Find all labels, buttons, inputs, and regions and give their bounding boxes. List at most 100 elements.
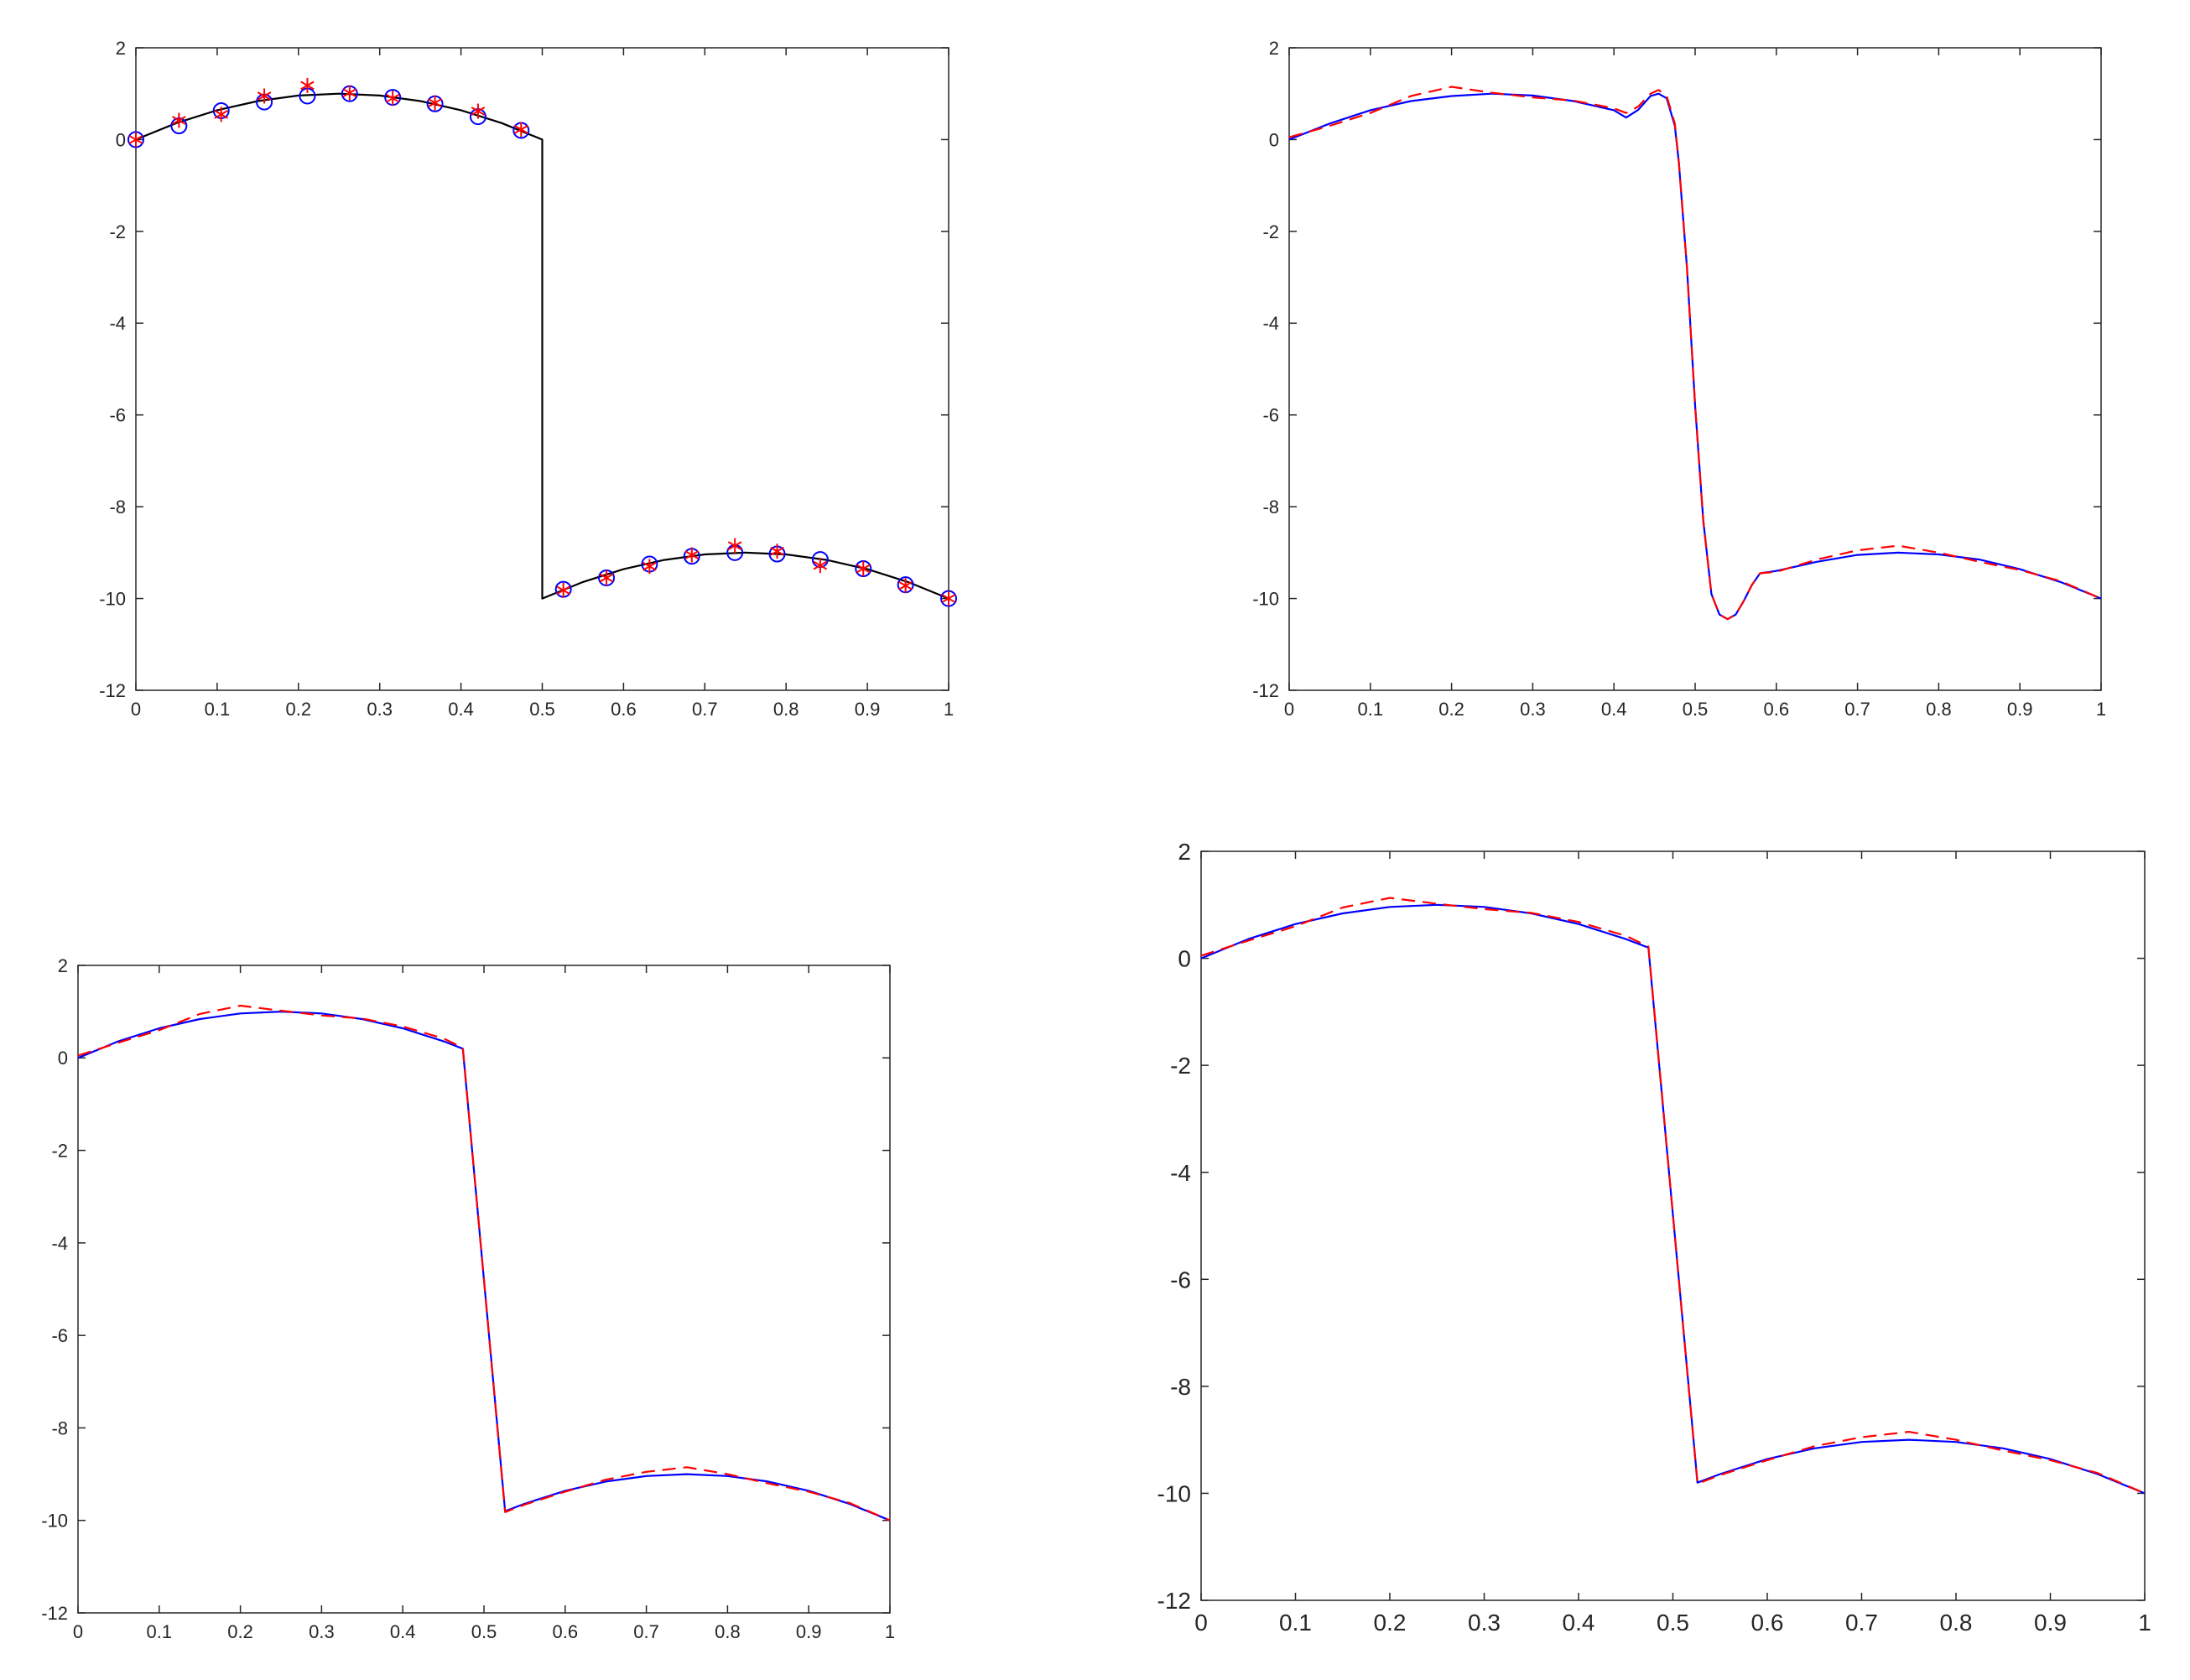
- x-tick-label: 0: [1194, 1610, 1208, 1636]
- star-stroke: [684, 550, 700, 559]
- y-tick-label: -4: [109, 313, 126, 334]
- star-stroke: [599, 573, 614, 583]
- x-tick-label: 0.1: [1358, 699, 1384, 720]
- x-tick-label: 1: [2096, 699, 2106, 720]
- series-line: [1200, 897, 2146, 1495]
- star-stroke: [128, 135, 143, 144]
- star-stroke: [428, 98, 442, 108]
- x-tick-label: 0.6: [1751, 1610, 1784, 1636]
- star-stroke: [556, 585, 570, 596]
- series-line: [135, 92, 949, 600]
- y-tick-label: 0: [1178, 946, 1191, 972]
- x-tick-label: 0.3: [367, 699, 393, 720]
- x-tick-label: 0.7: [633, 1621, 659, 1642]
- series-line: [1288, 92, 2102, 621]
- star-stroke: [727, 541, 742, 551]
- x-tick-label: 0.8: [773, 699, 799, 720]
- star-stroke: [172, 116, 186, 125]
- axes-box: [1200, 850, 2146, 1601]
- chart-top-left: 0 0.1 0.2 0.3 0.4 0.5 0.6 0.7 0.8 0.9 1 2 0 -2 -4 -6 -8 -…: [99, 38, 957, 720]
- y-tick-label: -12: [1157, 1588, 1191, 1614]
- chart-top-right: 0 0.1 0.2 0.3 0.4 0.5 0.6 0.7 0.8 0.9 1 2 0 -2 -4 -6 -8 -…: [1252, 38, 2106, 720]
- x-tick-label: 0.4: [390, 1621, 416, 1642]
- star-marker: [428, 95, 442, 111]
- star-stroke: [813, 560, 828, 570]
- y-tick-label: -2: [109, 221, 126, 242]
- x-tick-label: 0.6: [553, 1621, 579, 1642]
- axes-box: [1288, 47, 2102, 691]
- chart-panel-top-right: 0 0.1 0.2 0.3 0.4 0.5 0.6 0.7 0.8 0.9 1 2 0 -2 -4 -6 -8 -…: [1095, 0, 2190, 839]
- x-tick-label: 0.2: [227, 1621, 253, 1642]
- x-tick-label: 0.7: [692, 699, 718, 720]
- series-line: [77, 1011, 891, 1521]
- axes: 0 0.1 0.2 0.3 0.4 0.5 0.6 0.7 0.8 0.9 1 2 0 -2 -4 -6 -8 -…: [99, 38, 954, 720]
- star-stroke: [898, 580, 913, 590]
- star-marker: [342, 85, 357, 101]
- y-tick-label: -4: [1170, 1160, 1191, 1186]
- chart-panel-bottom-left: 0 0.1 0.2 0.3 0.4 0.5 0.6 0.7 0.8 0.9 1 2 0 -2 -4 -6 -8 -…: [0, 839, 1095, 1680]
- x-tick-label: 1: [2138, 1610, 2151, 1636]
- y-tick-label: -8: [109, 497, 126, 518]
- star-marker: [471, 103, 486, 119]
- y-tick-label: 2: [1178, 839, 1191, 865]
- star-stroke: [257, 91, 272, 101]
- series-0-solid-line: [1288, 92, 2102, 621]
- y-tick-label: -10: [1252, 588, 1279, 609]
- star-marker: [813, 558, 828, 574]
- y-tick-label: -6: [1170, 1267, 1191, 1293]
- star-marker: [514, 122, 528, 138]
- star-marker: [856, 561, 871, 577]
- star-marker: [642, 559, 657, 575]
- star-stroke: [471, 107, 486, 116]
- y-tick-label: -12: [1252, 680, 1279, 701]
- star-stroke: [642, 561, 657, 571]
- y-tick-label: 0: [58, 1048, 68, 1069]
- y-tick-label: 0: [1269, 129, 1279, 150]
- y-tick-label: -10: [41, 1511, 68, 1532]
- series-line: [77, 1004, 891, 1521]
- series-0-solid-line: [77, 1011, 891, 1521]
- star-marker: [257, 88, 272, 104]
- star-marker: [300, 77, 315, 93]
- y-tick-label: 0: [116, 129, 126, 150]
- x-tick-label: 0.8: [1940, 1610, 1973, 1636]
- star-stroke: [941, 594, 956, 603]
- star-marker: [898, 578, 913, 594]
- chart-panel-top-left: 0 0.1 0.2 0.3 0.4 0.5 0.6 0.7 0.8 0.9 1 2 0 -2 -4 -6 -8 -…: [0, 0, 1095, 839]
- series-1-dashed-line: [1288, 86, 2102, 621]
- x-tick-label: 0: [73, 1621, 83, 1642]
- star-stroke: [856, 564, 871, 574]
- y-tick-label: -2: [1170, 1053, 1191, 1079]
- y-tick-label: -8: [1170, 1374, 1191, 1400]
- x-tick-label: 0.7: [1845, 1610, 1878, 1636]
- x-tick-label: 0.6: [611, 699, 637, 720]
- chart-panel-bottom-right: 0 0.1 0.2 0.3 0.4 0.5 0.6 0.7 0.8 0.9 1 2 0 -2 -4 -6 -8 -…: [1095, 839, 2190, 1680]
- y-tick-label: -2: [51, 1140, 68, 1161]
- y-tick-label: -6: [51, 1325, 68, 1346]
- y-tick-label: 2: [116, 38, 126, 59]
- star-marker: [770, 544, 784, 559]
- x-tick-label: 0.6: [1764, 699, 1790, 720]
- star-marker: [214, 107, 229, 122]
- x-tick-label: 0.7: [1844, 699, 1870, 720]
- x-tick-label: 1: [885, 1621, 895, 1642]
- star-stroke: [342, 88, 357, 97]
- x-tick-label: 0.2: [1438, 699, 1464, 720]
- y-tick-label: -6: [109, 405, 126, 426]
- series-line: [1288, 86, 2102, 621]
- x-tick-label: 0.3: [309, 1621, 335, 1642]
- x-tick-label: 0: [131, 699, 141, 720]
- x-tick-label: 0.4: [1563, 1610, 1595, 1636]
- star-marker: [599, 570, 614, 585]
- star-stroke: [514, 125, 528, 134]
- x-tick-label: 0.3: [1520, 699, 1546, 720]
- x-tick-label: 0.9: [2007, 699, 2033, 720]
- star-marker: [941, 590, 956, 606]
- x-tick-label: 0.4: [1601, 699, 1627, 720]
- star-marker: [727, 538, 742, 554]
- series-0-solid-line: [1200, 903, 2146, 1495]
- series-line: [1200, 903, 2146, 1495]
- x-tick-label: 0.2: [1374, 1610, 1407, 1636]
- series-0-solid-line: [135, 92, 949, 600]
- x-tick-label: 0.5: [471, 1621, 497, 1642]
